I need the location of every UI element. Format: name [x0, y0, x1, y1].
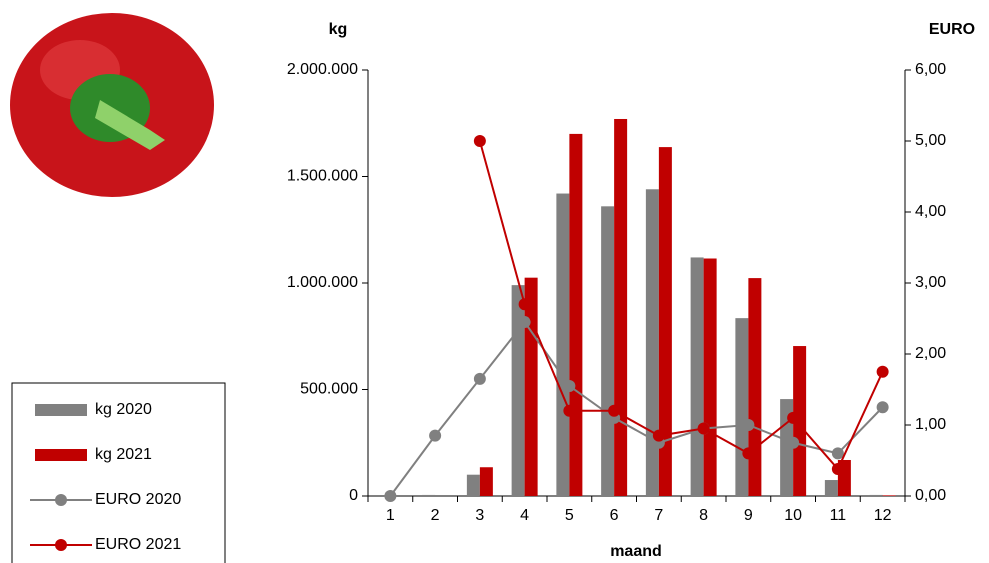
x-tick-label: 6: [610, 507, 619, 524]
y2-tick-label: 5,00: [915, 132, 946, 149]
x-tick-label: 10: [784, 507, 802, 524]
x-tick-label: 4: [520, 507, 529, 524]
bar: [511, 285, 525, 496]
marker: [787, 436, 800, 449]
y2-tick-label: 1,00: [915, 416, 946, 433]
legend-label: EURO 2021: [95, 536, 181, 553]
marker: [563, 379, 576, 392]
y2-tick-label: 3,00: [915, 274, 946, 291]
legend-swatch: [35, 449, 87, 461]
x-tick-label: 12: [874, 507, 892, 524]
y-tick-label: 1.500.000: [287, 168, 358, 185]
x-tick-label: 11: [830, 507, 847, 524]
x-tick-label: 1: [386, 507, 395, 524]
marker: [787, 411, 800, 424]
bar: [556, 193, 570, 497]
line: [389, 320, 884, 497]
marker: [518, 316, 531, 329]
marker: [697, 422, 710, 435]
bar: [690, 257, 704, 496]
x-tick-label: 9: [744, 507, 753, 524]
legend-swatch: [55, 539, 67, 551]
x-tick-label: 2: [431, 507, 440, 524]
legend-label: kg 2021: [95, 446, 152, 463]
marker: [563, 404, 576, 417]
marker: [742, 419, 755, 431]
bar: [780, 399, 794, 496]
legend-swatch: [35, 404, 87, 416]
y2-tick-label: 2,00: [915, 345, 946, 362]
x-tick-label: 8: [699, 507, 708, 524]
bar: [614, 118, 628, 497]
bar: [882, 495, 896, 496]
y2-tick-label: 0,00: [915, 487, 946, 504]
bar: [793, 346, 807, 496]
line: [478, 140, 884, 471]
marker: [518, 298, 531, 311]
pepper-illustration: [10, 13, 214, 197]
y-tick-label: 1.000.000: [287, 274, 358, 291]
marker: [652, 429, 665, 442]
bar: [601, 206, 615, 496]
x-tick-label: 5: [565, 507, 574, 524]
bar: [569, 133, 583, 496]
y-tick-label: 0: [349, 487, 358, 504]
marker: [876, 365, 889, 378]
marker: [876, 401, 889, 414]
y-tick-label: 500.000: [300, 381, 358, 398]
marker: [473, 372, 486, 385]
bar: [703, 258, 717, 496]
legend-label: EURO 2020: [95, 491, 181, 508]
legend-label: kg 2020: [95, 401, 152, 418]
bar: [869, 494, 883, 496]
y2-tick-label: 6,00: [915, 61, 946, 78]
bar: [658, 147, 672, 496]
marker: [831, 447, 844, 460]
y-tick-label: 2.000.000: [287, 61, 358, 78]
bar: [524, 277, 538, 496]
bar: [748, 278, 762, 496]
marker: [831, 463, 844, 476]
y2-tick-label: 4,00: [915, 203, 946, 220]
legend-swatch: [55, 494, 67, 506]
bar: [824, 480, 838, 496]
bar: [479, 467, 493, 496]
bar: [645, 189, 659, 496]
x-tick-label: 7: [654, 507, 663, 524]
bar: [735, 318, 749, 496]
marker: [429, 429, 442, 442]
bar: [422, 494, 436, 496]
marker: [608, 404, 621, 417]
marker: [473, 135, 486, 147]
bar: [466, 474, 480, 496]
y-axis-title: kg: [329, 21, 348, 38]
y2-axis-title: EURO: [929, 21, 975, 38]
marker: [742, 447, 755, 460]
x-axis-title: maand: [610, 543, 662, 560]
x-tick-label: 3: [475, 507, 484, 524]
marker: [384, 490, 397, 502]
